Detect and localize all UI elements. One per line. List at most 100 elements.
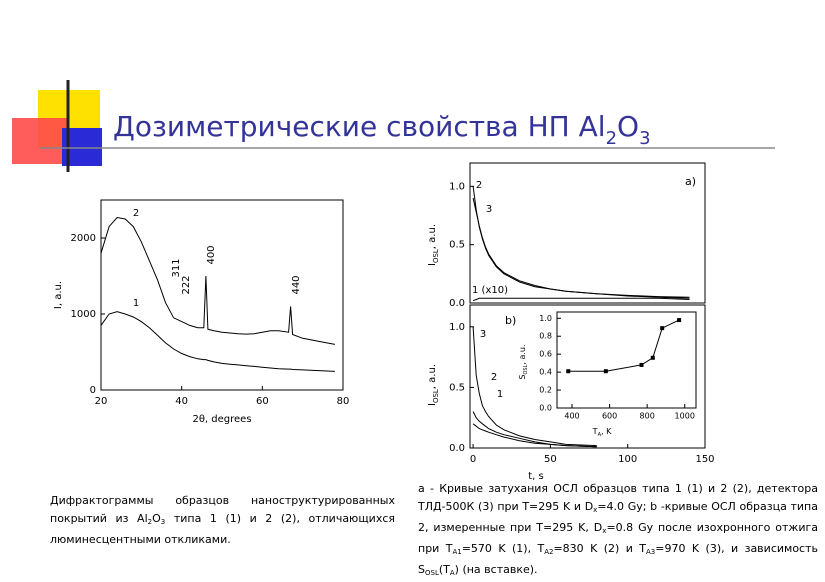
x-tick-label: 0 xyxy=(470,454,476,465)
y-tick-label: 0.5 xyxy=(449,240,465,251)
text-part: A2 xyxy=(544,548,554,556)
series-label: 1 xyxy=(133,298,139,309)
text-part: x xyxy=(593,506,598,514)
text-part: , a.u. xyxy=(518,344,527,364)
peak-label: 222 xyxy=(181,275,192,294)
data-point xyxy=(603,369,608,374)
data-line xyxy=(472,326,597,447)
text-part: , K xyxy=(601,427,612,436)
text-part: a - Кривые затухания ОСЛ образцов типа 1… xyxy=(418,482,818,513)
text-part: I xyxy=(427,263,438,266)
y-tick-label: 0.5 xyxy=(449,382,465,393)
peak-label: 400 xyxy=(206,245,217,264)
series-label: 1 (x10) xyxy=(472,285,508,296)
plot-frame xyxy=(556,311,697,409)
caption-left: Дифрактограммы образцов наноструктуриров… xyxy=(50,492,395,549)
text-part: A3 xyxy=(646,548,656,556)
y-axis-label: I, a.u. xyxy=(53,281,64,309)
y-tick-label: 0.6 xyxy=(539,350,552,359)
plot-frame xyxy=(469,304,706,449)
data-point xyxy=(566,369,571,374)
y-tick-label: 1000 xyxy=(71,309,96,320)
y-tick-label: 1.0 xyxy=(539,314,552,323)
text-part: I xyxy=(427,403,438,406)
text-part: типа 1 (1) и 2 (2), отличающихся люминес… xyxy=(50,512,395,546)
plot-frame xyxy=(469,162,706,304)
y-tick-label: 1.0 xyxy=(449,181,465,192)
text-part: OSL xyxy=(523,364,529,374)
y-tick-label: 0.4 xyxy=(539,368,552,377)
text-part: x xyxy=(602,527,607,535)
text-part: =4.0 Gy; b -кривые ОСЛ образца типа 2, и… xyxy=(418,500,818,534)
text-part: A1 xyxy=(452,548,462,556)
x-axis-label: t, s xyxy=(528,471,544,482)
text-part: =970 K (3), и зависимость S xyxy=(418,542,818,576)
x-tick-label: 20 xyxy=(95,396,108,407)
x-tick-label: 100 xyxy=(618,454,637,465)
text-part: A xyxy=(598,432,602,438)
y-tick-label: 2000 xyxy=(71,233,96,244)
x-tick-label: 600 xyxy=(602,412,617,421)
x-tick-label: 50 xyxy=(544,454,557,465)
series-label: 3 xyxy=(480,329,486,340)
series-label: 3 xyxy=(486,204,492,215)
text-part: 3 xyxy=(160,518,166,526)
data-line xyxy=(100,311,335,372)
y-axis-label: IOSL, a.u. xyxy=(427,224,440,266)
data-line xyxy=(472,197,690,298)
y-tick-label: 0.0 xyxy=(449,298,465,309)
text-part: , a.u. xyxy=(427,364,438,389)
x-tick-label: 80 xyxy=(337,396,350,407)
data-point xyxy=(677,318,682,323)
y-tick-label: 0.0 xyxy=(449,443,465,454)
text-part: (T xyxy=(438,563,450,576)
panel-label: a) xyxy=(685,175,696,188)
text-part: 2θ, degrees xyxy=(192,414,251,425)
peak-label: 311 xyxy=(171,258,182,277)
text-part: =0.8 Gy после изохронного отжига при T xyxy=(418,521,818,555)
text-part: I, a.u. xyxy=(53,281,64,309)
text-part: T xyxy=(592,427,598,436)
data-line xyxy=(472,186,690,299)
x-tick-label: 150 xyxy=(695,454,714,465)
x-axis-label: TA, K xyxy=(592,427,612,438)
y-axis-label: SOSL, a.u. xyxy=(518,344,529,379)
data-line xyxy=(568,319,680,372)
text-part: 3 xyxy=(639,128,650,149)
text-part: Дифрактограммы образцов наноструктуриров… xyxy=(50,494,395,525)
plot-frame xyxy=(100,199,344,391)
y-tick-label: 0 xyxy=(90,385,96,396)
series-label: 2 xyxy=(491,372,497,383)
data-point xyxy=(650,355,655,360)
x-axis-label: 2θ, degrees xyxy=(192,414,251,425)
text-part: Дозиметрические свойства НП Al xyxy=(113,110,606,143)
text-part: 2 xyxy=(606,128,617,149)
series-label: 2 xyxy=(476,180,482,191)
text-part: OSL xyxy=(432,389,440,403)
text-part: 2 xyxy=(147,518,153,526)
text-part: O xyxy=(152,512,161,525)
x-tick-label: 1000 xyxy=(675,412,695,421)
series-label: 2 xyxy=(133,208,139,219)
x-tick-label: 60 xyxy=(256,396,269,407)
data-line xyxy=(472,423,597,448)
y-tick-label: 1.0 xyxy=(449,322,465,333)
y-tick-label: 0.0 xyxy=(539,404,552,413)
text-part: O xyxy=(617,110,639,143)
caption-right: a - Кривые затухания ОСЛ образцов типа 1… xyxy=(418,480,818,582)
data-point xyxy=(639,362,644,367)
text-part: OSL xyxy=(424,569,439,577)
text-part: A xyxy=(449,569,455,577)
text-part: ) (на вставке). xyxy=(454,563,538,576)
x-tick-label: 400 xyxy=(564,412,579,421)
x-tick-label: 800 xyxy=(640,412,655,421)
data-point xyxy=(660,326,665,331)
text-part: OSL xyxy=(432,249,440,263)
data-line xyxy=(100,216,335,345)
peak-label: 440 xyxy=(291,275,302,294)
x-tick-label: 40 xyxy=(175,396,188,407)
y-tick-label: 0.2 xyxy=(539,386,552,395)
slide-title: Дозиметрические свойства НП Al2O3 xyxy=(113,110,651,149)
